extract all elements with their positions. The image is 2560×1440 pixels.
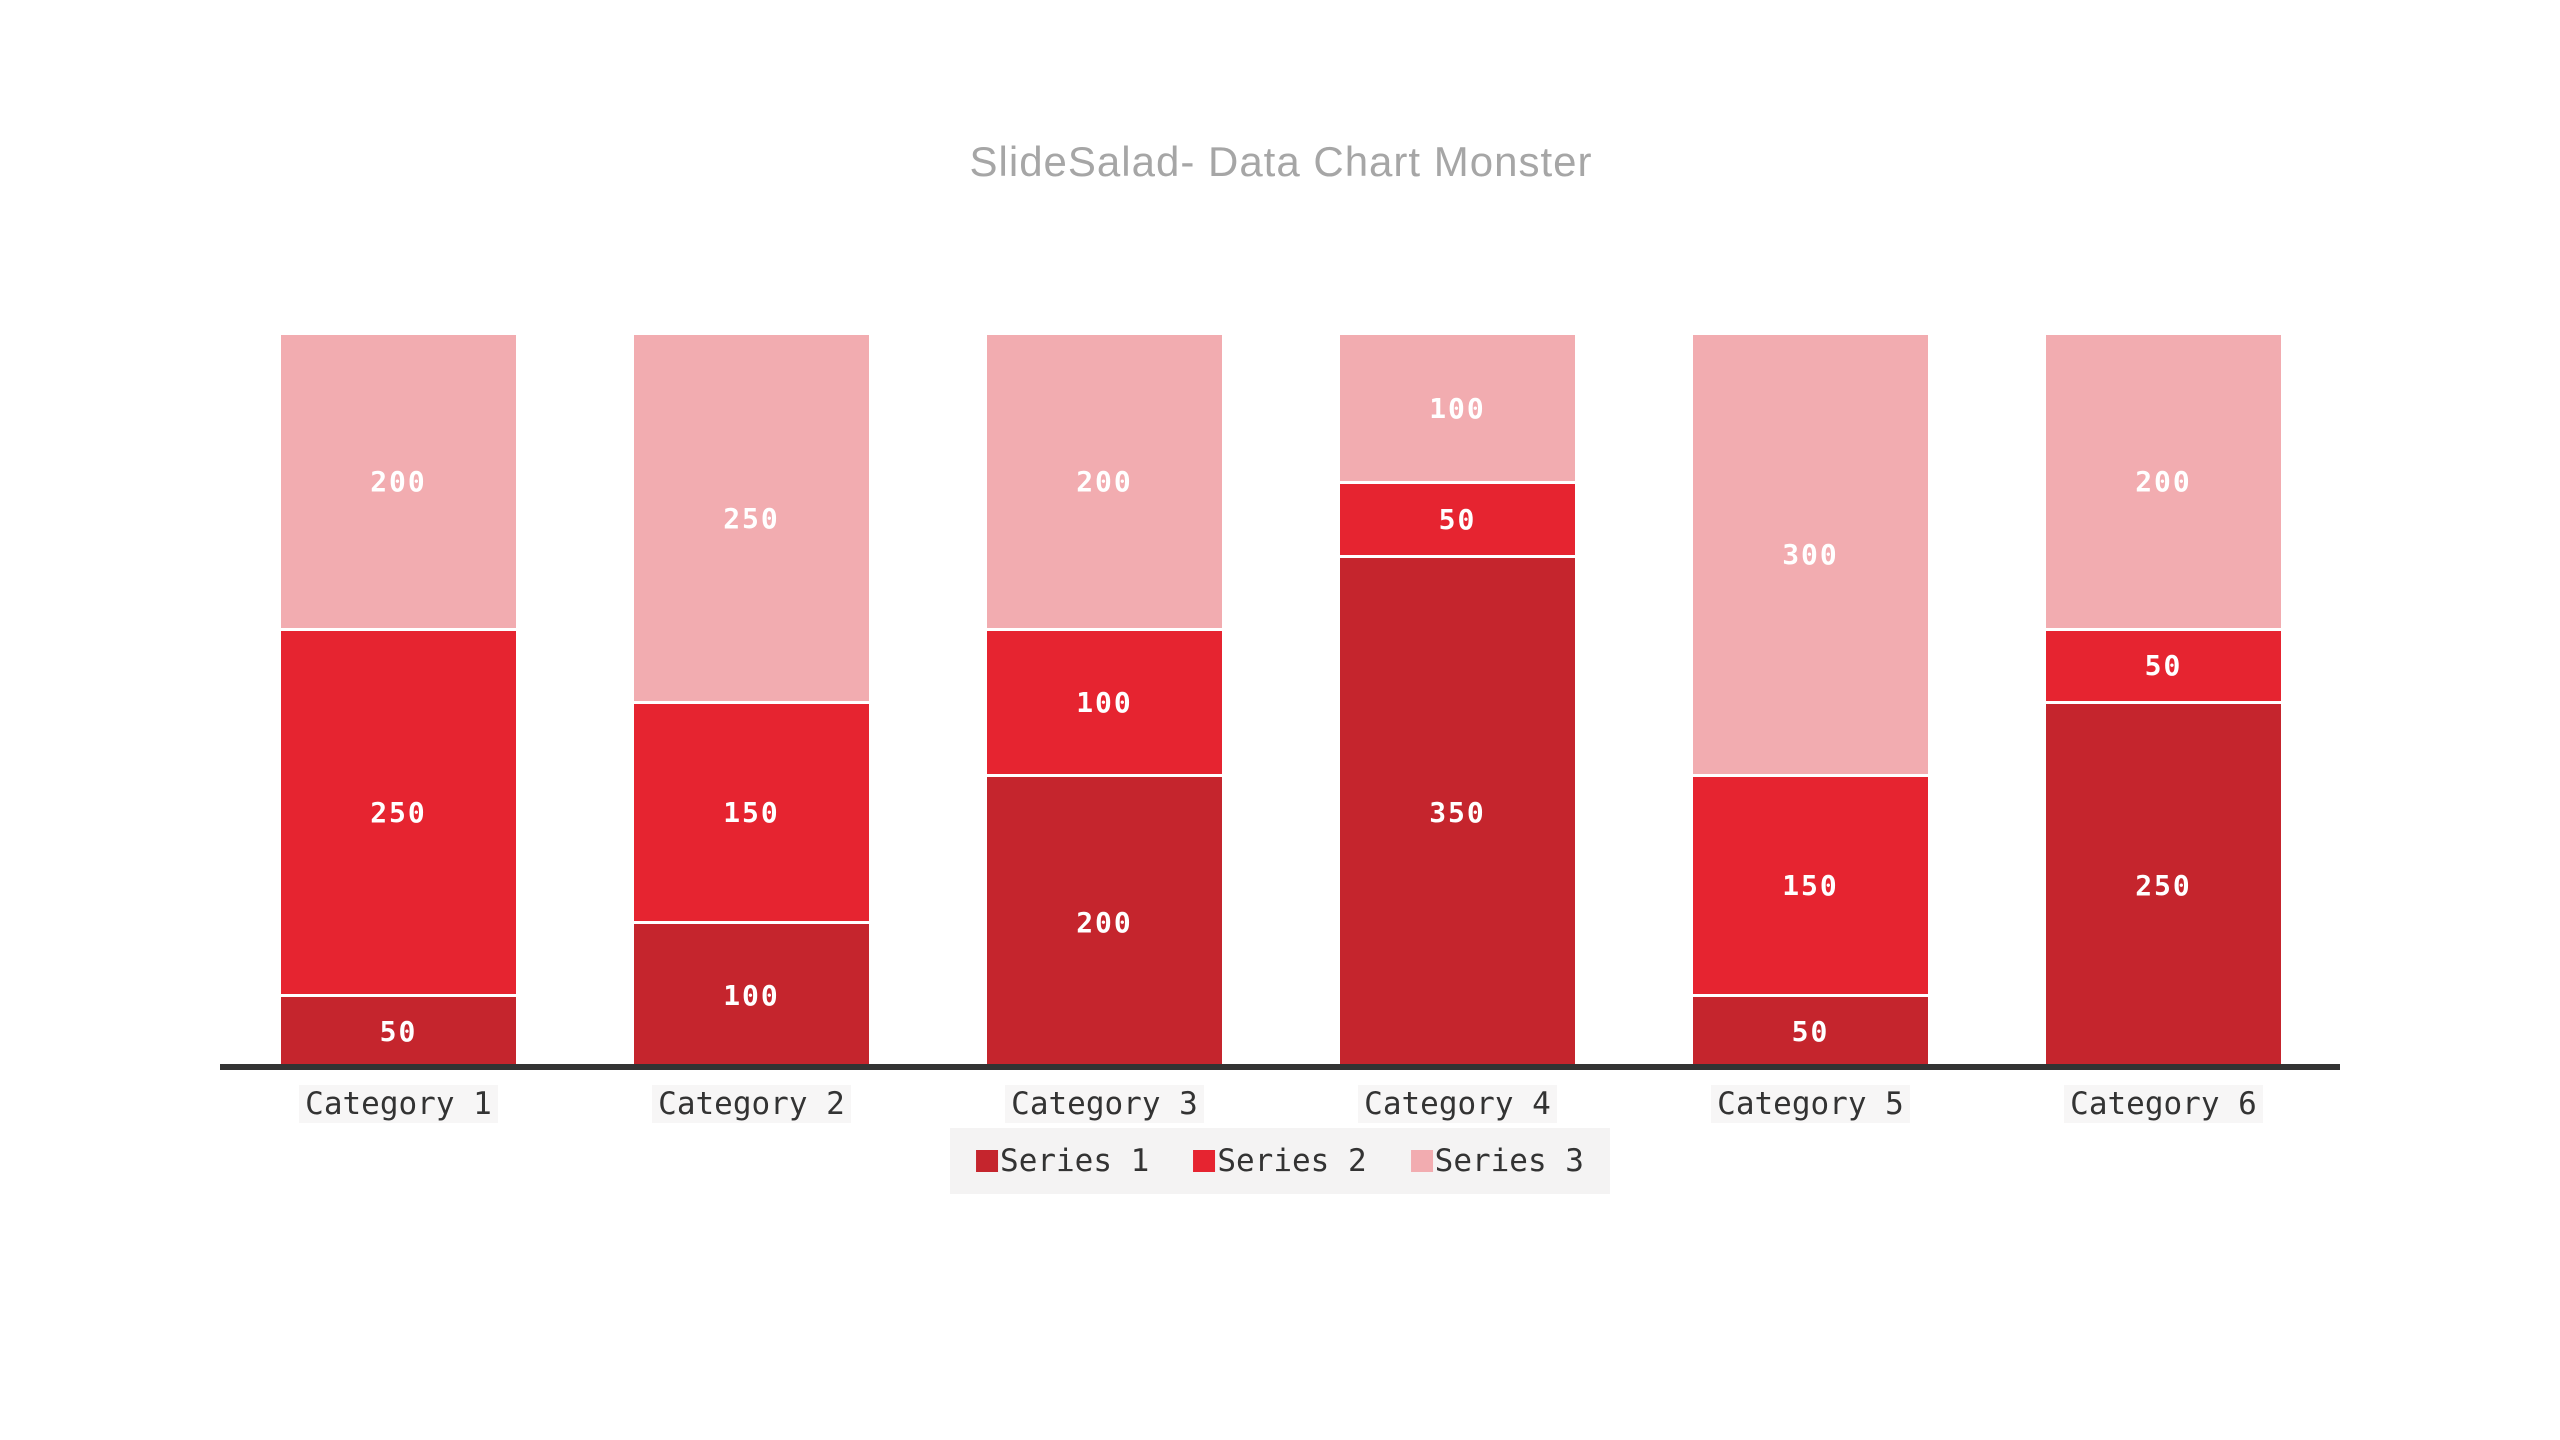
legend-swatch-icon: [1193, 1150, 1216, 1172]
bar-slot-3: 200 100 200: [928, 335, 1281, 1067]
category-label-6: Category 6: [2064, 1085, 2263, 1123]
bar-segment-series-3-cat4: 100: [1340, 335, 1575, 482]
bar-slot-2: 250 150 100: [575, 335, 928, 1067]
category-cell-4: Category 4: [1281, 1082, 1634, 1126]
category-label-4: Category 4: [1358, 1085, 1557, 1123]
stacked-bar-2: 250 150 100: [634, 335, 869, 1067]
category-label-1: Category 1: [299, 1085, 498, 1123]
bar-slot-4: 100 50 350: [1281, 335, 1634, 1067]
legend: Series 1 Series 2 Series 3: [950, 1128, 1610, 1194]
stacked-bar-1: 200 250 50: [281, 335, 516, 1067]
legend-item-series-2: Series 2: [1193, 1143, 1367, 1179]
bar-segment-series-3-cat3: 200: [987, 335, 1222, 628]
bar-segment-series-2-cat5: 150: [1693, 774, 1928, 994]
bar-segment-series-1-cat3: 200: [987, 774, 1222, 1067]
stacked-bar-3: 200 100 200: [987, 335, 1222, 1067]
bar-slot-5: 300 150 50: [1634, 335, 1987, 1067]
bar-segment-series-3-cat2: 250: [634, 335, 869, 702]
bar-segment-series-3-cat5: 300: [1693, 335, 1928, 775]
bar-segment-series-1-cat6: 250: [2046, 701, 2281, 1067]
segment-value-label: 50: [1791, 1015, 1830, 1049]
legend-swatch-icon: [1410, 1150, 1433, 1172]
stacked-bar-4: 100 50 350: [1340, 335, 1575, 1067]
bar-segment-series-2-cat1: 250: [281, 627, 516, 994]
legend-item-series-3: Series 3: [1410, 1143, 1584, 1179]
category-label-2: Category 2: [652, 1085, 851, 1123]
segment-value-label: 50: [1438, 503, 1477, 537]
segment-value-label: 200: [1076, 905, 1133, 939]
legend-item-series-1: Series 1: [976, 1143, 1149, 1179]
legend-swatch-icon: [976, 1150, 999, 1172]
category-cell-3: Category 3: [928, 1082, 1281, 1126]
x-axis-line: [220, 1064, 2340, 1070]
segment-value-label: 150: [1782, 869, 1839, 903]
category-cell-2: Category 2: [575, 1082, 928, 1126]
bar-segment-series-2-cat2: 150: [634, 701, 869, 921]
stacked-bar-5: 300 150 50: [1693, 335, 1928, 1067]
segment-value-label: 300: [1782, 538, 1839, 572]
bar-slot-6: 200 50 250: [1987, 335, 2340, 1067]
bar-segment-series-3-cat6: 200: [2046, 335, 2281, 628]
segment-value-label: 50: [379, 1015, 418, 1049]
segment-value-label: 100: [723, 978, 780, 1012]
segment-value-label: 100: [1076, 686, 1133, 719]
segment-value-label: 200: [370, 464, 427, 498]
x-axis-category-labels: Category 1 Category 2 Category 3 Category 4…: [222, 1082, 2340, 1126]
category-cell-1: Category 1: [222, 1082, 575, 1126]
legend-label: Series 1: [1000, 1143, 1150, 1179]
segment-value-label: 200: [1076, 464, 1133, 498]
bar-segment-series-2-cat3: 100: [987, 627, 1222, 775]
segment-value-label: 200: [2135, 464, 2192, 498]
segment-value-label: 50: [2144, 649, 2183, 683]
category-cell-6: Category 6: [1987, 1082, 2340, 1126]
bar-segment-series-3-cat1: 200: [281, 335, 516, 628]
segment-value-label: 250: [370, 795, 427, 829]
bar-segment-series-2-cat6: 50: [2046, 627, 2281, 701]
legend-label: Series 2: [1217, 1143, 1367, 1179]
segment-value-label: 350: [1429, 795, 1486, 829]
stacked-bar-6: 200 50 250: [2046, 335, 2281, 1067]
category-cell-5: Category 5: [1634, 1082, 1987, 1126]
chart-title: SlideSalad- Data Chart Monster: [969, 138, 1593, 185]
bar-segment-series-1-cat1: 50: [281, 993, 516, 1067]
bar-segment-series-1-cat2: 100: [634, 920, 869, 1067]
bar-slot-1: 200 250 50: [222, 335, 575, 1067]
category-label-3: Category 3: [1005, 1085, 1204, 1123]
segment-value-label: 150: [723, 795, 780, 829]
legend-label: Series 3: [1434, 1143, 1584, 1179]
segment-value-label: 100: [1429, 391, 1486, 425]
plot-area: 200 250 50 250 150 100 200 100 200 100 50 350 300 150…: [222, 335, 2340, 1067]
segment-value-label: 250: [723, 501, 780, 535]
bar-segment-series-1-cat5: 50: [1693, 993, 1928, 1067]
segment-value-label: 250: [2135, 869, 2192, 902]
category-label-5: Category 5: [1711, 1085, 1910, 1123]
bar-segment-series-1-cat4: 350: [1340, 554, 1575, 1067]
bar-segment-series-2-cat4: 50: [1340, 481, 1575, 555]
